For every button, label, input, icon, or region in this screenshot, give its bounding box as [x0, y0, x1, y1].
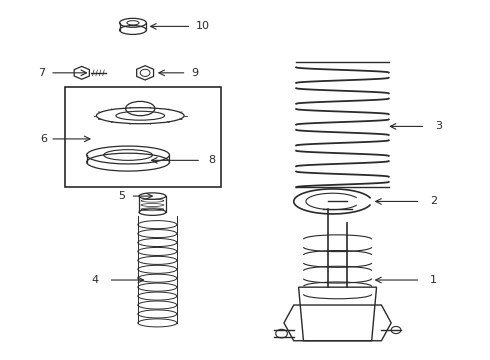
Text: 8: 8: [208, 156, 216, 165]
Text: 4: 4: [92, 275, 99, 285]
Text: 9: 9: [192, 68, 198, 78]
Bar: [65, 87, 220, 187]
Text: 6: 6: [41, 134, 48, 144]
Text: 10: 10: [196, 21, 210, 31]
Text: 3: 3: [435, 121, 442, 131]
Text: 7: 7: [38, 68, 45, 78]
Text: 1: 1: [430, 275, 437, 285]
Text: 2: 2: [430, 197, 437, 206]
Text: 5: 5: [119, 191, 125, 201]
